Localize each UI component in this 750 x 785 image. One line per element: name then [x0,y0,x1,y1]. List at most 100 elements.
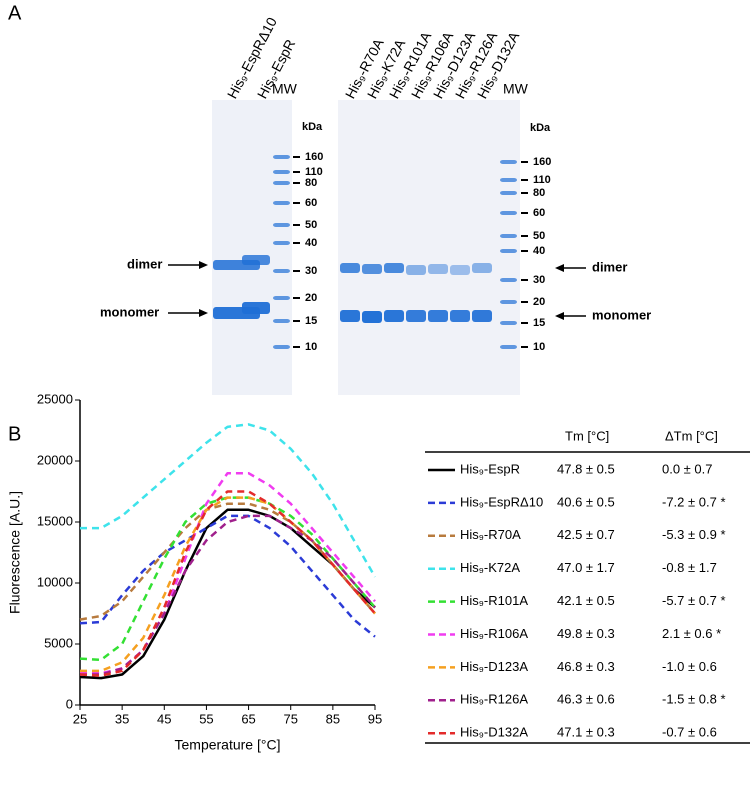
gel-band [500,234,517,238]
legend-label: His₉-R70A [460,527,521,542]
kda-label: 40 [305,237,317,249]
legend-label: His₉-R101A [460,593,528,608]
table-cell: -7.2 ± 0.7 * [662,494,726,509]
gel-band [500,300,517,304]
y-tick-label: 0 [66,696,73,711]
kda-label: 80 [305,177,317,189]
legend-label: His₉-K72A [460,560,520,575]
band-label: dimer [592,259,627,274]
gel-band [500,211,517,215]
gel-band [428,264,448,274]
kda-label: 15 [305,315,317,327]
legend-label: His₉-D123A [460,659,528,674]
legend-label: His₉-D132A [460,725,528,740]
arrow-head [555,264,564,272]
table-cell: 46.8 ± 0.3 [557,659,615,674]
gel-band [472,310,492,322]
x-tick-label: 65 [241,711,255,726]
y-axis-label: Fluorescence [A.U.] [7,491,23,614]
line [79,502,376,621]
table-cell: 47.0 ± 1.7 [557,560,615,575]
gel-band [450,310,470,322]
kda-label: 30 [305,265,317,277]
legend-label: His₉-R126A [460,692,528,707]
kda-label: 160 [305,151,323,163]
kda-label: 15 [533,317,545,329]
gel-band [242,255,270,265]
gel-band [362,311,382,323]
x-tick-label: 85 [326,711,340,726]
x-tick-label: 95 [368,711,382,726]
line [79,514,376,638]
gel-band [500,178,517,182]
kda-label: 10 [305,341,317,353]
gel-band [273,319,290,323]
gel-band [340,310,360,322]
kda-label: 10 [533,341,545,353]
gel-band [500,249,517,253]
line [79,490,376,677]
gel-band [273,345,290,349]
gel-band [242,302,270,314]
kda-label: 160 [533,156,551,168]
line [79,508,376,680]
legend-label: His₉-EspR [460,461,520,476]
kda-label: 20 [305,292,317,304]
kda-label: 60 [305,197,317,209]
arrow-head [199,261,208,269]
gel-band [500,321,517,325]
arrow-head [199,309,208,317]
table-cell: 40.6 ± 0.5 [557,494,615,509]
table-cell: 42.1 ± 0.5 [557,593,615,608]
table-cell: 47.1 ± 0.3 [557,725,615,740]
lane-label: MW [272,81,298,97]
table-cell: -1.5 ± 0.8 * [662,692,726,707]
line [80,423,377,578]
x-tick-label: 45 [157,711,171,726]
gel-band [500,191,517,195]
band-label: dimer [127,256,162,271]
table-cell: -5.3 ± 0.9 * [662,527,726,542]
gel-band [472,263,492,273]
gel-band [340,263,360,273]
legend-label: His₉-R106A [460,626,528,641]
line [80,496,376,673]
gel-band [273,223,290,227]
table-cell: -5.7 ± 0.7 * [662,593,726,608]
band-label: monomer [100,304,159,319]
kda-label: 110 [305,166,323,178]
gel-band [362,264,382,274]
line [80,514,376,676]
gel-band [273,181,290,185]
gel-band [384,310,404,322]
table-cell: -0.7 ± 0.6 [662,725,717,740]
legend-label: His₉-EspRΔ10 [460,494,543,509]
gel-band [500,160,517,164]
x-tick-label: 35 [115,711,129,726]
kda-label: 40 [533,245,545,257]
gel-band [500,278,517,282]
kda-label: kDa [302,121,323,133]
x-axis-label: Temperature [°C] [175,737,281,753]
lane-label: MW [503,81,529,97]
gel-band [384,263,404,273]
gel-right [338,100,520,395]
kda-label: 110 [533,174,551,186]
band-label: monomer [592,307,651,322]
x-tick-label: 55 [199,711,213,726]
table-cell: -0.8 ± 1.7 [662,560,717,575]
y-tick-label: 10000 [37,574,73,589]
panel-label: B [8,423,21,445]
panel-label: A [8,2,22,24]
kda-label: kDa [530,122,551,134]
x-tick-label: 75 [283,711,297,726]
arrow-head [555,312,564,320]
x-tick-label: 25 [73,711,87,726]
y-tick-label: 5000 [44,635,73,650]
gel-band [273,241,290,245]
table-header: Tm [°C] [565,428,609,443]
table-header: ΔTm [°C] [665,428,718,443]
table-cell: 49.8 ± 0.3 [557,626,615,641]
y-tick-label: 20000 [37,452,73,467]
